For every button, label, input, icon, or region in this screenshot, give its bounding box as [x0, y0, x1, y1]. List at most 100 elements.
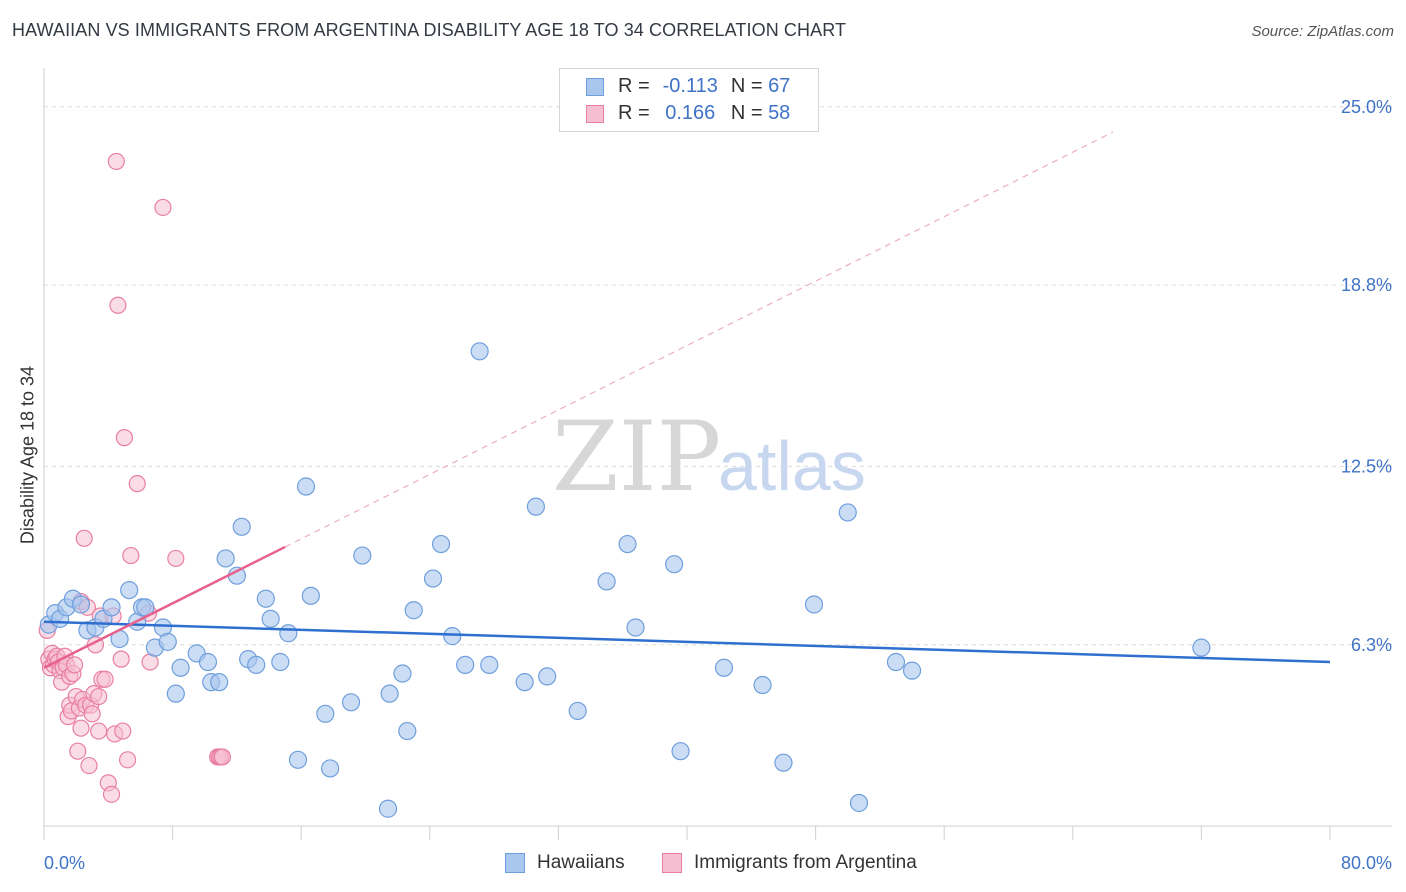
hawaiian-point [210, 673, 229, 692]
hawaiian-point [198, 652, 218, 672]
y-tick-label: 6.3% [1351, 635, 1392, 655]
hawaiian-point [378, 799, 398, 818]
argentina-point [90, 687, 108, 706]
hawaiian-point [261, 609, 280, 628]
hawaiian-point [423, 569, 443, 588]
source-label: Source: ZipAtlas.com [1251, 23, 1394, 40]
hawaiian-point [316, 704, 335, 723]
hawaiian-point [166, 684, 185, 703]
x-tick-label: 0.0% [44, 853, 85, 873]
hawaiian-point [443, 627, 462, 646]
bottom-legend-swatch-argentina [662, 853, 682, 873]
argentina-point [107, 152, 125, 171]
argentina-points [38, 152, 232, 803]
hawaiian-point [321, 759, 340, 778]
hawaiian-point [671, 742, 690, 761]
hawaiian-point [665, 555, 684, 574]
legend-text: R = -0.113 N = 67 [618, 75, 790, 98]
argentina-point [102, 785, 121, 803]
hawaiian-point [774, 753, 793, 772]
r-value: 0.166 [665, 102, 716, 124]
argentina-point [75, 529, 93, 547]
argentina-point [72, 719, 90, 737]
hawaiian-point [279, 624, 298, 643]
hawaiian-point [753, 675, 772, 695]
hawaiians-trend-line [43, 620, 1331, 664]
hawaiian-point [902, 661, 922, 680]
n-label: N = [730, 102, 763, 124]
argentina-point [96, 670, 114, 688]
hawaiian-point [618, 534, 637, 554]
axes [43, 68, 1392, 840]
hawaiian-point [626, 618, 645, 637]
n-value: 58 [768, 102, 791, 124]
hawaiian-point [538, 667, 557, 686]
hawaiian-point [353, 546, 372, 565]
hawaiian-point [838, 503, 857, 522]
hawaiian-point [216, 549, 235, 568]
bottom-legend-label: Hawaiians [537, 852, 625, 873]
hawaiian-point [232, 517, 251, 536]
watermark-zip: ZIP [552, 401, 721, 513]
hawaiian-point [849, 793, 869, 813]
hawaiian-point [380, 684, 399, 703]
x-tick-labels: 0.0% 80.0% [44, 853, 1392, 873]
argentina-point [115, 429, 133, 447]
legend-text: R = 0.166 N = 58 [618, 102, 790, 125]
bottom-legend-label: Immigrants from Argentina [694, 852, 917, 873]
hawaiian-point [886, 652, 906, 672]
watermark: ZIP atlas [552, 401, 866, 513]
argentina-point [112, 650, 130, 668]
argentina-point [83, 705, 101, 723]
argentina-point [154, 198, 172, 217]
argentina-point [128, 475, 146, 493]
hawaiian-point [120, 580, 139, 600]
hawaiian-point [256, 589, 275, 608]
hawaiian-point [296, 477, 316, 496]
r-label: R = [618, 102, 650, 124]
y-tick-labels: 6.3% 12.5% 18.8% 25.0% [1341, 97, 1392, 655]
hawaiian-point [404, 601, 423, 620]
y-tick-label: 12.5% [1341, 456, 1392, 476]
hawaiian-point [393, 664, 412, 683]
y-tick-label: 25.0% [1341, 97, 1392, 117]
trend-extension [284, 131, 1114, 548]
hawaiian-point [171, 658, 190, 677]
hawaiian-point [1192, 638, 1211, 657]
hawaiian-point [714, 658, 734, 677]
hawaiian-point [568, 701, 587, 721]
hawaiian-point [102, 598, 121, 617]
hawaiian-point [526, 497, 545, 516]
hawaiian-point [456, 655, 475, 674]
legend-swatch-argentina [586, 105, 604, 123]
hawaiian-point [158, 632, 177, 651]
hawaiian-point [247, 655, 266, 674]
argentina-point [109, 296, 127, 314]
n-label: N = [730, 75, 763, 97]
hawaiian-point [480, 655, 499, 674]
y-tick-label: 18.8% [1341, 275, 1392, 295]
hawaiian-point [470, 342, 489, 361]
argentina-point [114, 722, 132, 740]
stats-legend: R = -0.113 N = 67 R = 0.166 N = 58 [559, 68, 819, 132]
hawaiian-point [71, 595, 91, 614]
argentina-point [69, 742, 87, 760]
n-value: 67 [768, 75, 791, 97]
hawaiian-point [301, 586, 320, 605]
argentina-point [118, 751, 137, 769]
trend-lines [43, 545, 1331, 669]
hawaiian-point [597, 572, 616, 591]
gridlines [44, 106, 1392, 646]
hawaiian-point [804, 595, 824, 614]
hawaiian-point [341, 693, 361, 712]
hawaiian-point [271, 652, 290, 672]
argentina-point [213, 748, 232, 766]
argentina-point [167, 549, 185, 568]
legend-swatch-hawaiians [586, 78, 604, 96]
trend-extension-line [284, 131, 1114, 548]
r-value: -0.113 [662, 75, 718, 97]
x-tick-label: 80.0% [1341, 853, 1392, 873]
chart-title: HAWAIIAN VS IMMIGRANTS FROM ARGENTINA DI… [12, 20, 847, 40]
r-label: R = [618, 75, 650, 97]
